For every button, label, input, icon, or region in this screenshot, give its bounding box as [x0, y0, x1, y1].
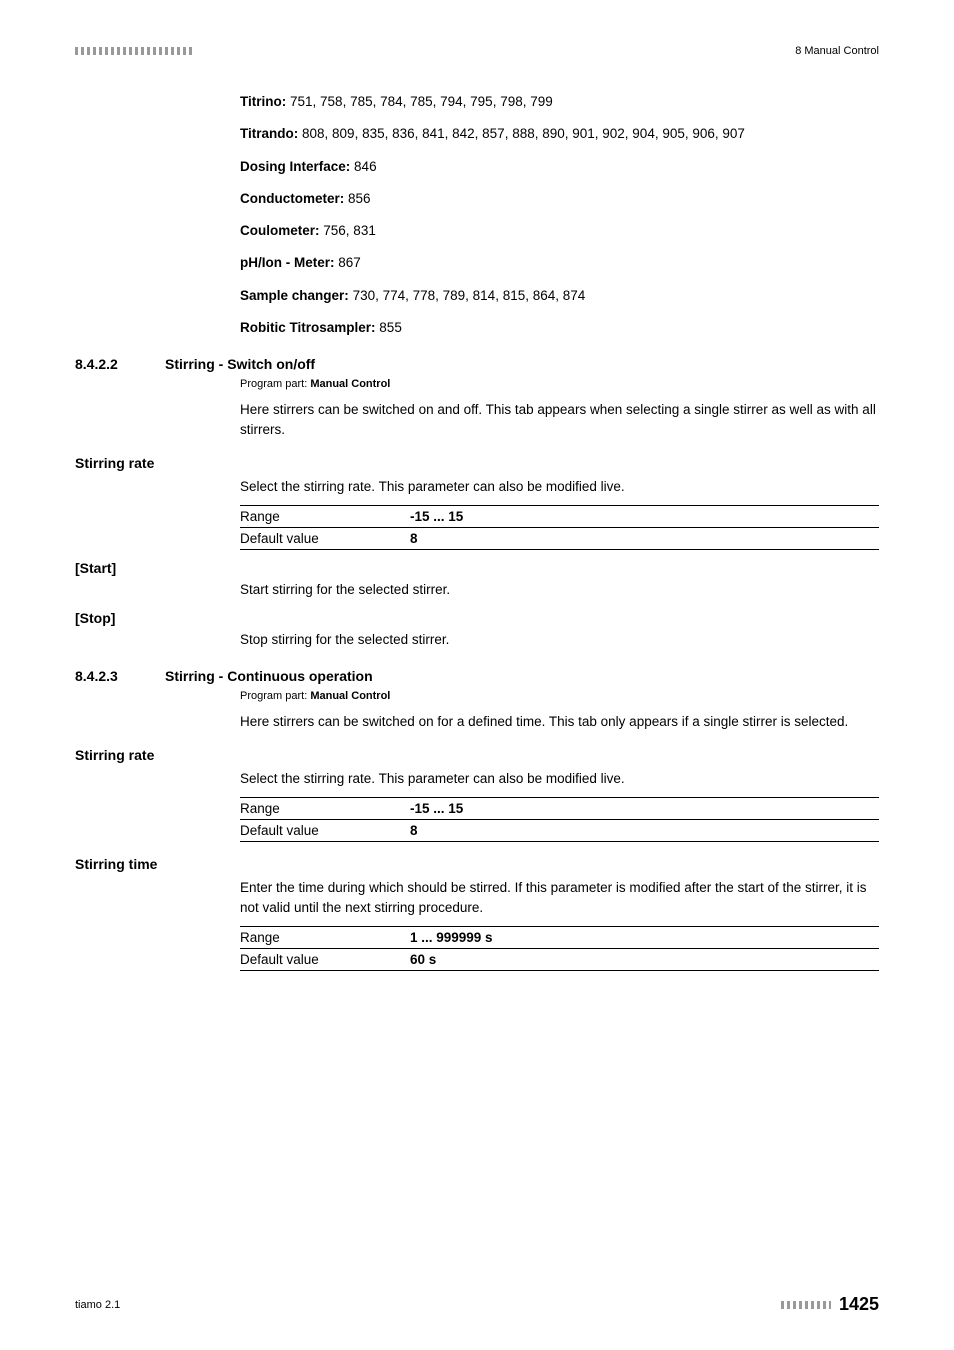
range-value: 1 ... 999999 s	[410, 930, 493, 945]
default-value: 8	[410, 823, 418, 838]
range-label: Range	[240, 509, 410, 524]
dosing-value: 846	[354, 159, 377, 174]
section-number: 8.4.2.3	[75, 668, 165, 684]
table-row: Range 1 ... 999999 s	[240, 926, 879, 948]
range-label: Range	[240, 801, 410, 816]
coulometer-value: 756, 831	[323, 223, 376, 238]
program-part-line: Program part: Manual Control	[240, 378, 879, 390]
header-chapter-label: 8 Manual Control	[795, 45, 879, 57]
default-value: 8	[410, 531, 418, 546]
stirring-time-label: Stirring time	[75, 856, 879, 872]
table-row: Range -15 ... 15	[240, 797, 879, 819]
table-row: Default value 60 s	[240, 948, 879, 971]
titrando-value: 808, 809, 835, 836, 841, 842, 857, 888, …	[302, 126, 745, 141]
default-label: Default value	[240, 823, 410, 838]
footer-decoration-bars	[781, 1301, 831, 1309]
robitic-value: 855	[379, 320, 402, 335]
program-part-value: Manual Control	[310, 378, 390, 390]
program-part-label: Program part:	[240, 690, 307, 702]
program-part-value: Manual Control	[310, 690, 390, 702]
robitic-line: Robitic Titrosampler: 855	[240, 318, 879, 338]
header-decoration-bars	[75, 47, 195, 55]
stirring-rate-table: Range -15 ... 15 Default value 8	[240, 505, 879, 550]
titrino-value: 751, 758, 785, 784, 785, 794, 795, 798, …	[290, 94, 553, 109]
section-number: 8.4.2.2	[75, 356, 165, 372]
titrando-line: Titrando: 808, 809, 835, 836, 841, 842, …	[240, 124, 879, 144]
titrino-label: Titrino:	[240, 94, 286, 109]
section2-description: Here stirrers can be switched on for a d…	[240, 712, 879, 732]
section-title: Stirring - Switch on/off	[165, 356, 315, 372]
start-desc: Start stirring for the selected stirrer.	[240, 580, 879, 600]
stirring-rate-label: Stirring rate	[75, 455, 879, 471]
range-label: Range	[240, 930, 410, 945]
footer-right-group: 1425	[781, 1294, 879, 1315]
stop-desc: Stop stirring for the selected stirrer.	[240, 630, 879, 650]
sample-changer-label: Sample changer:	[240, 288, 349, 303]
coulometer-label: Coulometer:	[240, 223, 320, 238]
program-part-label: Program part:	[240, 378, 307, 390]
default-value: 60 s	[410, 952, 436, 967]
coulometer-line: Coulometer: 756, 831	[240, 221, 879, 241]
titrino-line: Titrino: 751, 758, 785, 784, 785, 794, 7…	[240, 92, 879, 112]
stop-label: [Stop]	[75, 610, 879, 626]
dosing-line: Dosing Interface: 846	[240, 157, 879, 177]
table-row: Default value 8	[240, 819, 879, 842]
table-row: Range -15 ... 15	[240, 505, 879, 527]
conductometer-label: Conductometer:	[240, 191, 344, 206]
conductometer-value: 856	[348, 191, 371, 206]
phion-label: pH/Ion - Meter:	[240, 255, 335, 270]
section1-description: Here stirrers can be switched on and off…	[240, 400, 879, 441]
stirring-time-desc: Enter the time during which should be st…	[240, 878, 879, 919]
table-row: Default value 8	[240, 527, 879, 550]
phion-value: 867	[338, 255, 361, 270]
program-part-line: Program part: Manual Control	[240, 690, 879, 702]
range-value: -15 ... 15	[410, 509, 463, 524]
titrando-label: Titrando:	[240, 126, 298, 141]
section-8-4-2-3-heading: 8.4.2.3 Stirring - Continuous operation	[75, 668, 879, 684]
start-label: [Start]	[75, 560, 879, 576]
section-8-4-2-2-heading: 8.4.2.2 Stirring - Switch on/off	[75, 356, 879, 372]
default-label: Default value	[240, 531, 410, 546]
range-value: -15 ... 15	[410, 801, 463, 816]
page-header: 8 Manual Control	[75, 45, 879, 57]
default-label: Default value	[240, 952, 410, 967]
sample-changer-line: Sample changer: 730, 774, 778, 789, 814,…	[240, 286, 879, 306]
dosing-label: Dosing Interface:	[240, 159, 350, 174]
stirring-time-table: Range 1 ... 999999 s Default value 60 s	[240, 926, 879, 971]
sample-changer-value: 730, 774, 778, 789, 814, 815, 864, 874	[353, 288, 586, 303]
stirring-rate-desc: Select the stirring rate. This parameter…	[240, 477, 879, 497]
robitic-label: Robitic Titrosampler:	[240, 320, 376, 335]
stirring-rate-table-2: Range -15 ... 15 Default value 8	[240, 797, 879, 842]
footer-page-number: 1425	[839, 1294, 879, 1315]
section-title: Stirring - Continuous operation	[165, 668, 373, 684]
stirring-rate-desc-2: Select the stirring rate. This parameter…	[240, 769, 879, 789]
footer-product-name: tiamo 2.1	[75, 1299, 120, 1311]
conductometer-line: Conductometer: 856	[240, 189, 879, 209]
phion-line: pH/Ion - Meter: 867	[240, 253, 879, 273]
page-footer: tiamo 2.1 1425	[75, 1294, 879, 1315]
stirring-rate-label-2: Stirring rate	[75, 747, 879, 763]
